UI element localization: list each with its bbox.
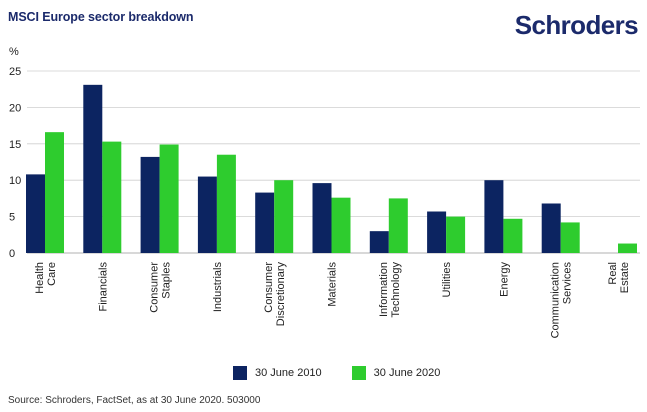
x-tick-label: Energy (498, 262, 510, 297)
bar-2020 (503, 218, 523, 253)
x-tick-label: Utilities (441, 262, 453, 298)
legend: 30 June 2010 30 June 2020 (233, 366, 470, 380)
bar-2010 (197, 176, 217, 253)
bar-2010 (541, 203, 561, 253)
source-note: Source: Schroders, FactSet, as at 30 Jun… (8, 395, 261, 406)
bar-2020 (45, 132, 64, 253)
legend-label-2020: 30 June 2020 (373, 367, 441, 379)
bar-2010 (140, 156, 160, 253)
y-tick-label: 15 (9, 139, 21, 151)
x-tick-label: RealEstate (607, 262, 631, 293)
brand-logo: Schroders (514, 10, 639, 40)
chart-title: MSCI Europe sector breakdown (8, 10, 194, 24)
bar-2020 (446, 216, 466, 253)
x-tick-label: InformationTechnology (378, 262, 402, 318)
bar-2010 (83, 84, 103, 253)
x-tick-labels: HealthCare Financials ConsumerStaples Indus… (34, 262, 631, 339)
bar-2020 (216, 154, 236, 253)
legend-swatch-2010 (233, 366, 247, 380)
bar-2010 (255, 192, 275, 253)
x-tick-label: HealthCare (34, 262, 58, 294)
bars (26, 84, 637, 253)
bar-2010 (484, 180, 504, 253)
bar-2020 (560, 222, 580, 253)
y-tick-label: 5 (9, 212, 15, 224)
x-tick-label: Industrials (212, 262, 224, 313)
bar-2020 (274, 180, 294, 253)
bar-2020 (331, 197, 351, 253)
bar-2020 (388, 198, 408, 253)
x-tick-label: Materials (327, 262, 339, 307)
bar-2010 (427, 211, 447, 253)
bar-chart: 0 5 10 15 20 25 % HealthCare Financials Consume… (9, 46, 640, 339)
y-tick-labels: 0 5 10 15 20 25 (9, 66, 21, 260)
y-tick-label: 10 (9, 175, 21, 187)
x-tick-label: CommunicationServices (550, 262, 574, 339)
legend-item-2010: 30 June 2010 (233, 366, 322, 380)
x-tick-label: ConsumerDiscretionary (263, 262, 287, 327)
legend-swatch-2020 (351, 366, 366, 380)
x-tick-label: ConsumerStaples (149, 262, 173, 313)
bar-2010 (312, 183, 332, 253)
y-tick-label: 20 (9, 102, 21, 114)
bar-2020 (618, 243, 637, 253)
legend-item-2020: 30 June 2020 (351, 366, 441, 380)
bar-2020 (159, 144, 179, 253)
y-tick-label: 0 (9, 248, 15, 260)
bar-2010 (369, 231, 389, 253)
bar-2020 (102, 141, 122, 253)
y-axis-label: % (9, 46, 19, 58)
y-tick-label: 25 (9, 66, 21, 78)
x-tick-label: Financials (97, 262, 109, 312)
legend-label-2010: 30 June 2010 (255, 367, 322, 379)
bar-2010 (26, 174, 45, 253)
